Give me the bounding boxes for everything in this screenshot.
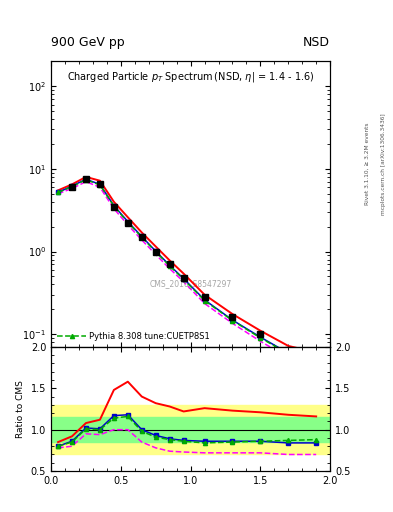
Legend: Pythia 8.308 tune:CUETP8S1: Pythia 8.308 tune:CUETP8S1 xyxy=(55,330,212,343)
Pythia 8.308 tune:CUETP8S1 xyxy=(181,276,186,283)
Pythia 8.308 tune:CUETP8S1 xyxy=(84,177,88,183)
Pythia 8.308 tune:CUETP8S1 xyxy=(125,219,130,225)
Pythia 8.308 tune:CUETP8S1 xyxy=(97,182,102,188)
Text: Charged Particle $p_T$ Spectrum (NSD, $\eta$| = 1.4 - 1.6): Charged Particle $p_T$ Spectrum (NSD, $\… xyxy=(67,70,314,84)
Pythia 8.308 tune:CUETP8S1 xyxy=(167,263,172,269)
Y-axis label: Ratio to CMS: Ratio to CMS xyxy=(16,380,25,438)
Text: CMS_2010_S8547297: CMS_2010_S8547297 xyxy=(149,280,232,289)
Pythia 8.308 tune:CUETP8S1 xyxy=(56,189,61,196)
Text: mcplots.cern.ch [arXiv:1306.3436]: mcplots.cern.ch [arXiv:1306.3436] xyxy=(381,113,386,215)
Pythia 8.308 tune:CUETP8S1 xyxy=(230,317,235,324)
Pythia 8.308 tune:CUETP8S1 xyxy=(286,351,291,357)
Text: NSD: NSD xyxy=(303,36,330,49)
Pythia 8.308 tune:CUETP8S1 xyxy=(202,297,207,304)
Bar xyxy=(51,405,330,455)
Bar xyxy=(51,417,330,442)
Pythia 8.308 tune:CUETP8S1 xyxy=(258,335,263,341)
Pythia 8.308 tune:CUETP8S1 xyxy=(112,203,116,209)
Pythia 8.308 tune:CUETP8S1 xyxy=(153,249,158,255)
Pythia 8.308 tune:CUETP8S1 xyxy=(70,184,74,190)
Line: Pythia 8.308 tune:CUETP8S1: Pythia 8.308 tune:CUETP8S1 xyxy=(56,178,318,364)
Text: 900 GeV pp: 900 GeV pp xyxy=(51,36,125,49)
Pythia 8.308 tune:CUETP8S1 xyxy=(314,358,318,364)
Text: Rivet 3.1.10, ≥ 3.2M events: Rivet 3.1.10, ≥ 3.2M events xyxy=(365,122,370,205)
Pythia 8.308 tune:CUETP8S1 xyxy=(140,234,144,240)
